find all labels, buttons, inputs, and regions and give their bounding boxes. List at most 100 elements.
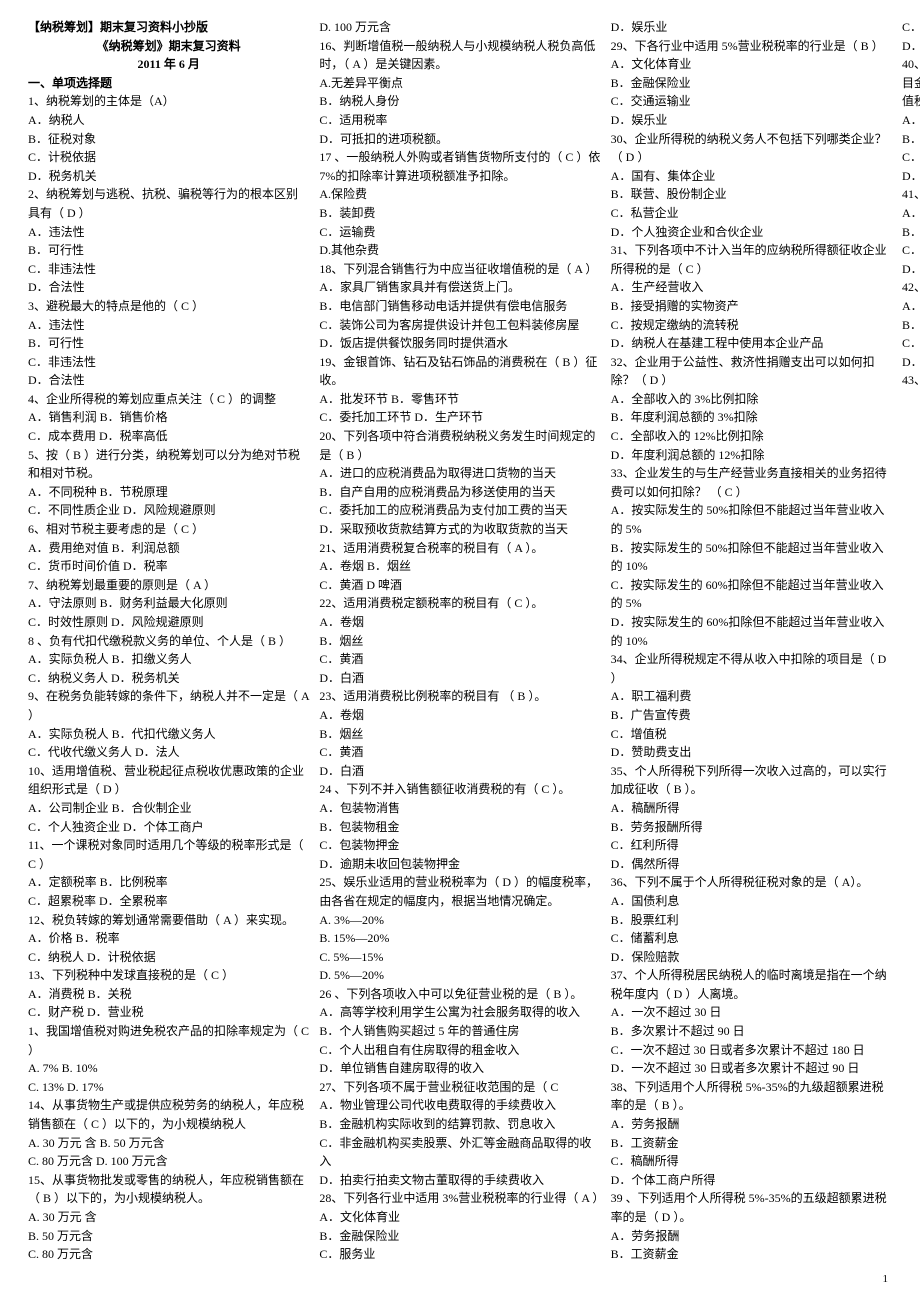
text-line: 31、下列各项中不计入当年的应纳税所得额征收企业所得税的是（ C ） [611, 241, 892, 278]
text-line: D．个体工商户所得 [611, 1171, 892, 1190]
text-line: A．违法性 [28, 316, 309, 335]
text-line: B．装卸费 [319, 204, 600, 223]
text-line: 43、周先生将自有的一套单元房按市场价格对外 [902, 371, 920, 390]
header-line-1: 【纳税筹划】期末复习资料小抄版 [28, 18, 309, 37]
text-line: C．红利所得 [611, 836, 892, 855]
text-line: C．非违法性 [28, 353, 309, 372]
text-line: C．委托加工环节 D．生产环节 [319, 408, 600, 427]
text-line: 14、从事货物生产或提供应税劳务的纳税人，年应税销售额在（ C ）以下的，为小规… [28, 1096, 309, 1133]
text-line: 13、下列税种中发球直接税的是（ C ） [28, 966, 309, 985]
text-line: D．合法性 [28, 278, 309, 297]
text-line: A．文化体育业 [319, 1208, 600, 1227]
text-line: D．单位销售自建房取得的收入 [319, 1059, 600, 1078]
text-line: 1、纳税筹划的主体是（A） [28, 92, 309, 111]
text-line: D. 5%—20% [319, 966, 600, 985]
text-line: C．超累税率 D．全累税率 [28, 892, 309, 911]
text-line: B．股票红利 [611, 911, 892, 930]
text-line: 8 、负有代扣代缴税款义务的单位、个人是（ B ） [28, 632, 309, 651]
text-line: 18、下列混合销售行为中应当征收增值税的是（ A ） [319, 260, 600, 279]
text-line: 16、判断增值税一般纳税人与小规模纳税人税负高低时，（ A ）是关键因素。 [319, 37, 600, 74]
text-line: A．国债利息 [611, 892, 892, 911]
text-line: B．包装物租金 [319, 818, 600, 837]
text-line: B．金融保险业 [319, 1227, 600, 1246]
text-line: C．适用税率 [319, 111, 600, 130]
text-line: 37、个人所得税居民纳税人的临时离境是指在一个纳税年度内（ D ）人离境。 [611, 966, 892, 1003]
text-line: C．代收代缴义务人 D．法人 [28, 743, 309, 762]
text-line: D．工始履行时 [902, 260, 920, 279]
text-line: A．高等学校利用学生公寓为社会服务取得的收入 [319, 1003, 600, 1022]
text-line: 24 、下列不并入销售额征收消费税的有（ C ）。 [319, 780, 600, 799]
text-line: 36、下列不属于个人所得税征税对象的是（ A）。 [611, 873, 892, 892]
text-line: B．纳税人身份 [319, 92, 600, 111]
text-line: C．按规定缴纳的流转税 [611, 316, 892, 335]
text-line: A. 3%—20% [319, 911, 600, 930]
text-line: D．赞助费支出 [611, 743, 892, 762]
text-line: A．实际负税人 B．扣缴义务人 [28, 650, 309, 669]
text-line: B．广告宣传费 [611, 706, 892, 725]
text-line: 7、纳税筹划最重要的原则是（ A ） [28, 576, 309, 595]
text-line: 40、纳税人建造普通住宅出售，增值税额超过扣除项目金额 20%的，应就其（ D … [902, 55, 920, 111]
text-line: A.无差异平衡点 [319, 74, 600, 93]
text-line: D．逾期未收回包装物押金 [319, 855, 600, 874]
text-line: C. 80 万元含 D. 100 万元含 [28, 1152, 309, 1171]
text-line: C．服务业 [319, 1245, 600, 1264]
text-line: D．采取预收货款结算方式的为收取货款的当天 [319, 520, 600, 539]
text-line: 2、纳税筹划与逃税、抗税、骗税等行为的根本区别具有（ D ） [28, 185, 309, 222]
page-number: 1 [883, 1271, 889, 1288]
text-line: 11、一个课税对象同时适用几个等级的税率形式是（ C ） [28, 836, 309, 873]
text-line: A. 7% B. 10% [28, 1059, 309, 1078]
text-line: 42、下列属于房产税征税对象的是（ C ）。 [902, 278, 920, 297]
text-line: C．稿酬所得 [611, 1152, 892, 1171]
text-line: 21、适用消费税复合税率的税目有（ A ）。 [319, 539, 600, 558]
text-line: A．批发环节 B．零售环节 [319, 390, 600, 409]
text-line: A．销售利润 B．销售价格 [28, 408, 309, 427]
header-line-2: 《纳税筹划》期末复习资料 [28, 37, 309, 56]
text-line: A．卷烟 [319, 613, 600, 632]
text-line: B．征税对象 [28, 130, 309, 149]
text-line: D．拍卖行拍卖文物古董取得的手续费收入 [319, 1171, 600, 1190]
text-line: A．按实际发生的 50%扣除但不能超过当年营业收入的 5% [611, 501, 892, 538]
text-line: D．税务机关 [28, 167, 309, 186]
text-line: A．稿酬所得 [611, 799, 892, 818]
text-line: C．取得收入全额 [902, 148, 920, 167]
text-line: A．不同税种 B．节税原理 [28, 483, 309, 502]
text-line: C．运输费 [319, 223, 600, 242]
text-line: D．全部增值额 [902, 167, 920, 186]
text-line: B．自产自用的应税消费品为移送使用的当天 [319, 483, 600, 502]
text-line: B．每年度 45 日内 [902, 223, 920, 242]
text-line: 29、下各行业中适用 5%营业税税率的行业是（ B ） [611, 37, 892, 56]
text-line: D. 100 万元含 [319, 18, 600, 37]
document-body: 【纳税筹划】期末复习资料小抄版 《纳税筹划》期末复习资料 2011 年 6 月 … [28, 18, 892, 1268]
text-line: 30、企业所得税的纳税义务人不包括下列哪类企业？ （ D ） [611, 130, 892, 167]
text-line: B．个人销售购买超过 5 年的普通住房 [319, 1022, 600, 1041]
text-line: D．白酒 [319, 762, 600, 781]
text-line: C．增值税 [611, 725, 892, 744]
text-line: A．定额税率 B．比例税率 [28, 873, 309, 892]
text-line: C．个人出租自有住房取得的租金收入 [319, 1041, 600, 1060]
text-line: B．金融机构实际收到的结算罚款、罚息收入 [319, 1115, 600, 1134]
text-line: C．纳税人 D．计税依据 [28, 948, 309, 967]
text-line: D．可抵扣的进项税额。 [319, 130, 600, 149]
text-line: C．非金融机构买卖股票、外汇等金融商品取得的收入 [319, 1134, 600, 1171]
text-line: D．年度利润总额的 12%扣除 [611, 446, 892, 465]
text-line: A．全部收入的 3%比例扣除 [611, 390, 892, 409]
text-line: B. 50 万元含 [28, 1227, 309, 1246]
text-line: 3、避税最大的特点是他的（ C ） [28, 297, 309, 316]
text-line: C．委托加工的应税消费品为支付加工费的当天 [319, 501, 600, 520]
text-line: 19、金银首饰、钻石及钻石饰品的消费税在（ B ）征收。 [319, 353, 600, 390]
text-line: B．多次累计不超过 90 日 [611, 1022, 892, 1041]
text-line: B．可行性 [28, 334, 309, 353]
text-line: C．室内游泳池 [902, 334, 920, 353]
text-line: 15、从事货物批发或零售的纳税人，年应税销售额在（ B ）以下的，为小规模纳税人… [28, 1171, 309, 1208]
text-line: A．包装物消售 [319, 799, 600, 818]
text-line: C．私营企业 [611, 204, 892, 223]
text-line: C．稿酬所得 [902, 18, 920, 37]
text-line: B．接受捐赠的实物资产 [611, 297, 892, 316]
text-line: B．烟丝 [319, 725, 600, 744]
text-line: 10、适用增值税、营业税起征点税收优惠政策的企业组织形式是（ D ） [28, 762, 309, 799]
text-line: 5、按（ B ）进行分类，纳税筹划可以分为绝对节税和相对节税。 [28, 446, 309, 483]
text-line: D．娱乐业 [611, 18, 892, 37]
text-line: D．保险赔款 [611, 948, 892, 967]
text-line: B．金融保险业 [611, 74, 892, 93]
text-line: A．消费税 B．关税 [28, 985, 309, 1004]
